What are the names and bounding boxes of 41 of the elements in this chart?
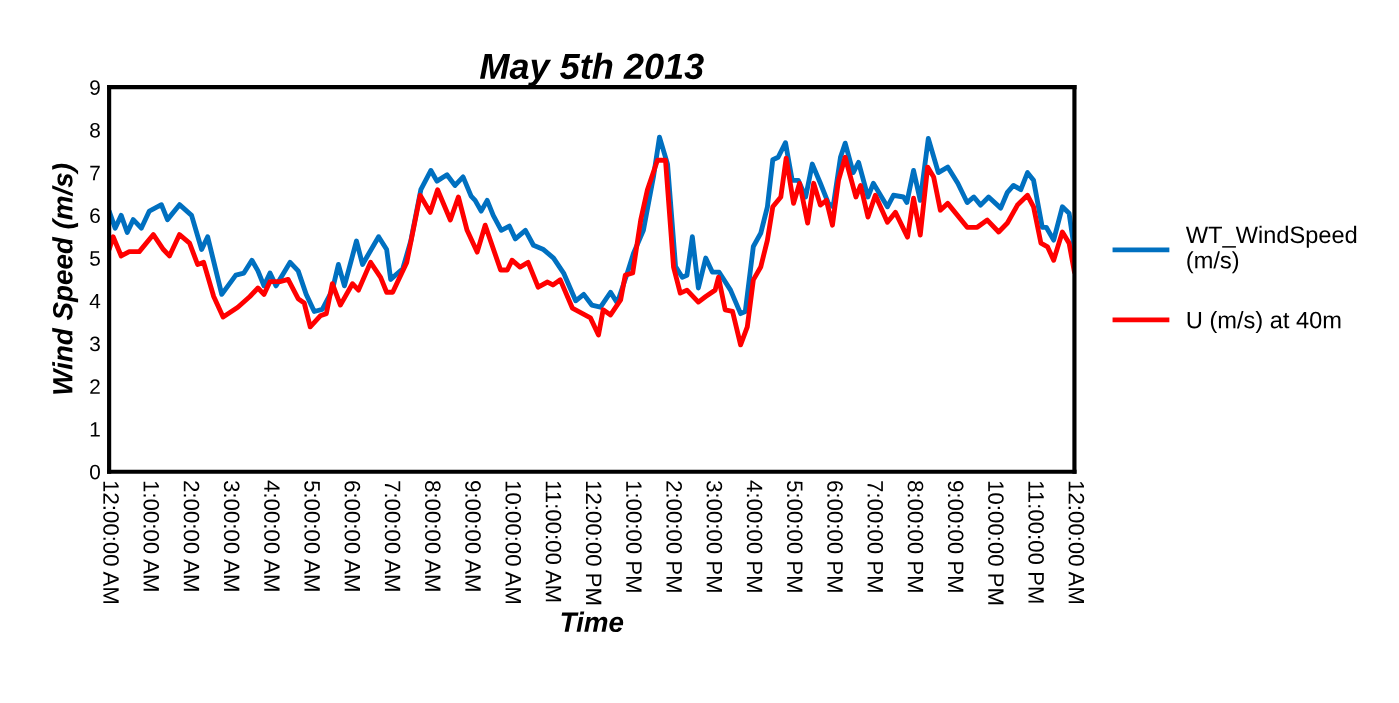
- x-tick-label: 7:00:00 PM: [867, 481, 884, 592]
- line-series: [109, 154, 1075, 348]
- x-tick-label: 11:00:00 AM: [545, 481, 562, 602]
- x-tick-label: 9:00:00 AM: [465, 481, 481, 591]
- x-axis-title: Time: [561, 611, 624, 633]
- x-tick-label: 1:00:00 PM: [626, 481, 642, 592]
- x-tick-label: 12:00:00 AM: [1068, 481, 1085, 604]
- x-tick-label: 8:00:00 PM: [907, 481, 924, 592]
- y-tick-label: 6: [90, 208, 100, 224]
- x-tick-label: 10:00:00 PM: [988, 481, 1004, 605]
- x-tick-label: 8:00:00 AM: [424, 481, 441, 591]
- y-tick-label: 1: [90, 422, 100, 437]
- y-tick-label: 2: [90, 379, 100, 394]
- y-tick-label: 0: [90, 464, 100, 480]
- x-tick-label: 4:00:00 PM: [746, 480, 763, 592]
- chart-title: May 5th 2013: [480, 52, 704, 87]
- x-tick-label: 4:00:00 AM: [264, 480, 280, 591]
- x-tick-label: 6:00:00 PM: [827, 481, 843, 592]
- x-tick-label: 3:00:00 PM: [706, 480, 723, 592]
- x-tick-label: 5:00:00 AM: [304, 480, 320, 591]
- y-tick-label: 5: [90, 251, 100, 266]
- x-tick-label: 7:00:00 AM: [384, 481, 401, 591]
- x-tick-label: 1:00:00 AM: [143, 481, 160, 591]
- y-tick-label: 4: [89, 294, 101, 309]
- x-tick-label: 5:00:00 PM: [786, 480, 803, 592]
- y-tick-label: 8: [90, 122, 100, 138]
- x-tick-label: 11:00:00 PM: [1028, 481, 1044, 603]
- legend-label: WT_WindSpeed (m/s): [1185, 225, 1357, 274]
- y-axis-title: Wind Speed (m/s): [52, 163, 79, 394]
- x-tick-label: 10:00:00 AM: [505, 481, 522, 604]
- x-tick-label: 12:00:00 PM: [585, 481, 602, 605]
- x-tick-label: 2:00:00 PM: [666, 481, 682, 592]
- y-tick-label: 7: [90, 165, 100, 181]
- x-tick-label: 6:00:00 AM: [344, 481, 361, 591]
- y-tick-label: 3: [90, 336, 100, 352]
- legend-label: U (m/s) at 40m: [1187, 311, 1341, 334]
- x-tick-label: 12:00:00 AM: [103, 481, 119, 604]
- y-tick-label: 9: [90, 80, 100, 95]
- x-tick-label: 9:00:00 PM: [947, 481, 964, 592]
- x-tick-label: 3:00:00 AM: [223, 480, 240, 591]
- x-tick-label: 2:00:00 AM: [183, 481, 200, 591]
